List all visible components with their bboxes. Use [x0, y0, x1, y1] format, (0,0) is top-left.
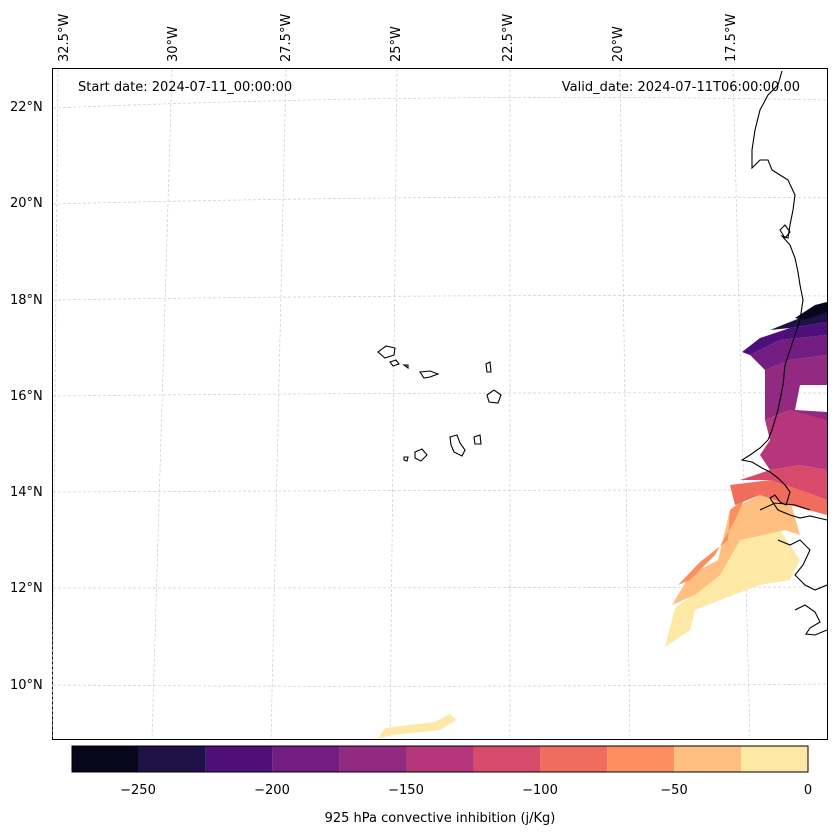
map-frame — [52, 68, 828, 740]
cin-contour-minus-75 — [730, 480, 827, 515]
lon-label: 17.5°W — [724, 14, 739, 62]
latitude-labels: 22°N 20°N 18°N 16°N 14°N 12°N 10°N — [10, 100, 43, 693]
island-santiago — [449, 434, 466, 457]
gridlines — [51, 68, 828, 740]
colorbar-cell — [741, 746, 808, 772]
coastline — [740, 70, 828, 636]
colorbar-cell — [540, 746, 608, 772]
island-sao-vicente — [389, 359, 400, 367]
island-santo-antao — [377, 345, 396, 359]
cin-contour-minus-25 — [672, 495, 800, 605]
colorbar-tick-label: −50 — [660, 783, 687, 798]
colorbar-outline — [71, 745, 809, 773]
colorbar-cell — [205, 746, 273, 772]
coast-gambia — [759, 502, 811, 511]
cin-contour-near-zero-south — [378, 714, 456, 739]
lon-label: 27.5°W — [279, 14, 294, 62]
island-fogo — [414, 448, 428, 462]
colorbar-cell — [138, 746, 206, 772]
cin-contour-minus-125 — [760, 410, 827, 470]
colorbar — [72, 746, 808, 772]
colorbar-cell — [473, 746, 541, 772]
lon-label: 32.5°W — [57, 14, 72, 62]
island-santa-luzia — [402, 364, 409, 370]
island-maio — [473, 434, 482, 445]
longitude-labels: 32.5°W 30°W 27.5°W 25°W 22.5°W 20°W 17.5… — [57, 14, 739, 62]
coast-guinea-bissau — [777, 539, 828, 591]
island-brava — [403, 456, 409, 462]
colorbar-cell — [607, 746, 675, 772]
colorbar-ticks: −250 −200 −150 −100 −50 0 — [120, 783, 812, 798]
colorbar-tick-label: −200 — [254, 783, 290, 798]
lat-label: 22°N — [10, 100, 43, 115]
coast-guinea — [794, 604, 828, 636]
lat-label: 18°N — [10, 293, 43, 308]
colorbar-tick-label: 0 — [804, 783, 812, 798]
cin-contour-minus-100 — [740, 465, 827, 500]
valid-date-label: Valid_date: 2024-07-11T06:00:00.00 — [562, 80, 800, 95]
colorbar-cell — [339, 746, 407, 772]
colorbar-cell — [406, 746, 474, 772]
lon-label: 25°W — [389, 26, 404, 62]
cin-contour-minus-250 — [795, 302, 827, 320]
island-boa-vista — [486, 389, 502, 404]
lon-label: 30°W — [166, 26, 181, 62]
lat-label: 12°N — [10, 581, 43, 596]
island-sal — [485, 361, 492, 373]
island-sao-nicolau — [419, 370, 440, 379]
cin-contour-minus-175 — [750, 335, 827, 370]
lat-label: 14°N — [10, 485, 43, 500]
island-mauritania — [779, 224, 791, 239]
cin-contour-near-zero — [665, 530, 800, 647]
cin-contour-minus-200 — [742, 322, 827, 355]
colorbar-tick-label: −100 — [522, 783, 558, 798]
colorbar-tick-label: −250 — [120, 783, 156, 798]
colorbar-label: 925 hPa convective inhibition (j/Kg) — [325, 811, 556, 826]
cin-contour-minus-50 — [678, 498, 745, 585]
cin-contours — [378, 302, 827, 739]
lon-label: 20°W — [611, 26, 626, 62]
cin-contour-minus-150 — [765, 355, 827, 420]
colorbar-cell — [272, 746, 340, 772]
colorbar-tick-label: −150 — [388, 783, 424, 798]
colorbar-cell — [674, 746, 742, 772]
lat-label: 10°N — [10, 678, 43, 693]
lon-label: 22.5°W — [501, 14, 516, 62]
colorbar-cell — [72, 746, 139, 772]
lat-label: 20°N — [10, 196, 43, 211]
start-date-label: Start date: 2024-07-11_00:00:00 — [78, 80, 292, 95]
cape-verde-islands — [377, 345, 502, 462]
lat-label: 16°N — [10, 389, 43, 404]
